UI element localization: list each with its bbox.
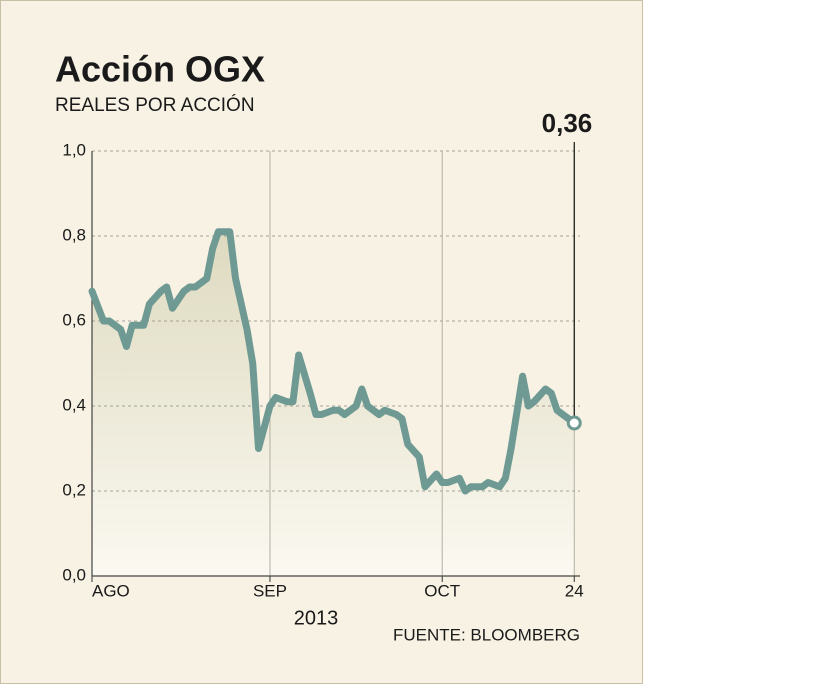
x-tick-label: AGO bbox=[92, 581, 130, 600]
y-tick-label: 1,0 bbox=[62, 140, 86, 159]
annotation: 0,36 bbox=[542, 108, 593, 138]
x-tick-label: OCT bbox=[424, 581, 460, 600]
line bbox=[88, 228, 578, 495]
y-tick-label: 0,2 bbox=[62, 480, 86, 499]
chart-title: Acción OGX bbox=[55, 49, 265, 90]
x-axis-label: 2013 bbox=[294, 607, 339, 629]
end-marker bbox=[566, 415, 582, 431]
y-tick-label: 0,6 bbox=[62, 310, 86, 329]
y-tick-label: 0,0 bbox=[62, 565, 86, 584]
source: FUENTE: BLOOMBERG bbox=[393, 625, 580, 644]
x-tick-label: 24 bbox=[565, 581, 584, 600]
chart-subtitle: REALES POR ACCIÓN bbox=[55, 94, 255, 116]
y-tick-label: 0,4 bbox=[62, 395, 86, 414]
area bbox=[92, 231, 575, 576]
x-tick-label: SEP bbox=[253, 581, 287, 600]
y-tick-label: 0,8 bbox=[62, 225, 86, 244]
